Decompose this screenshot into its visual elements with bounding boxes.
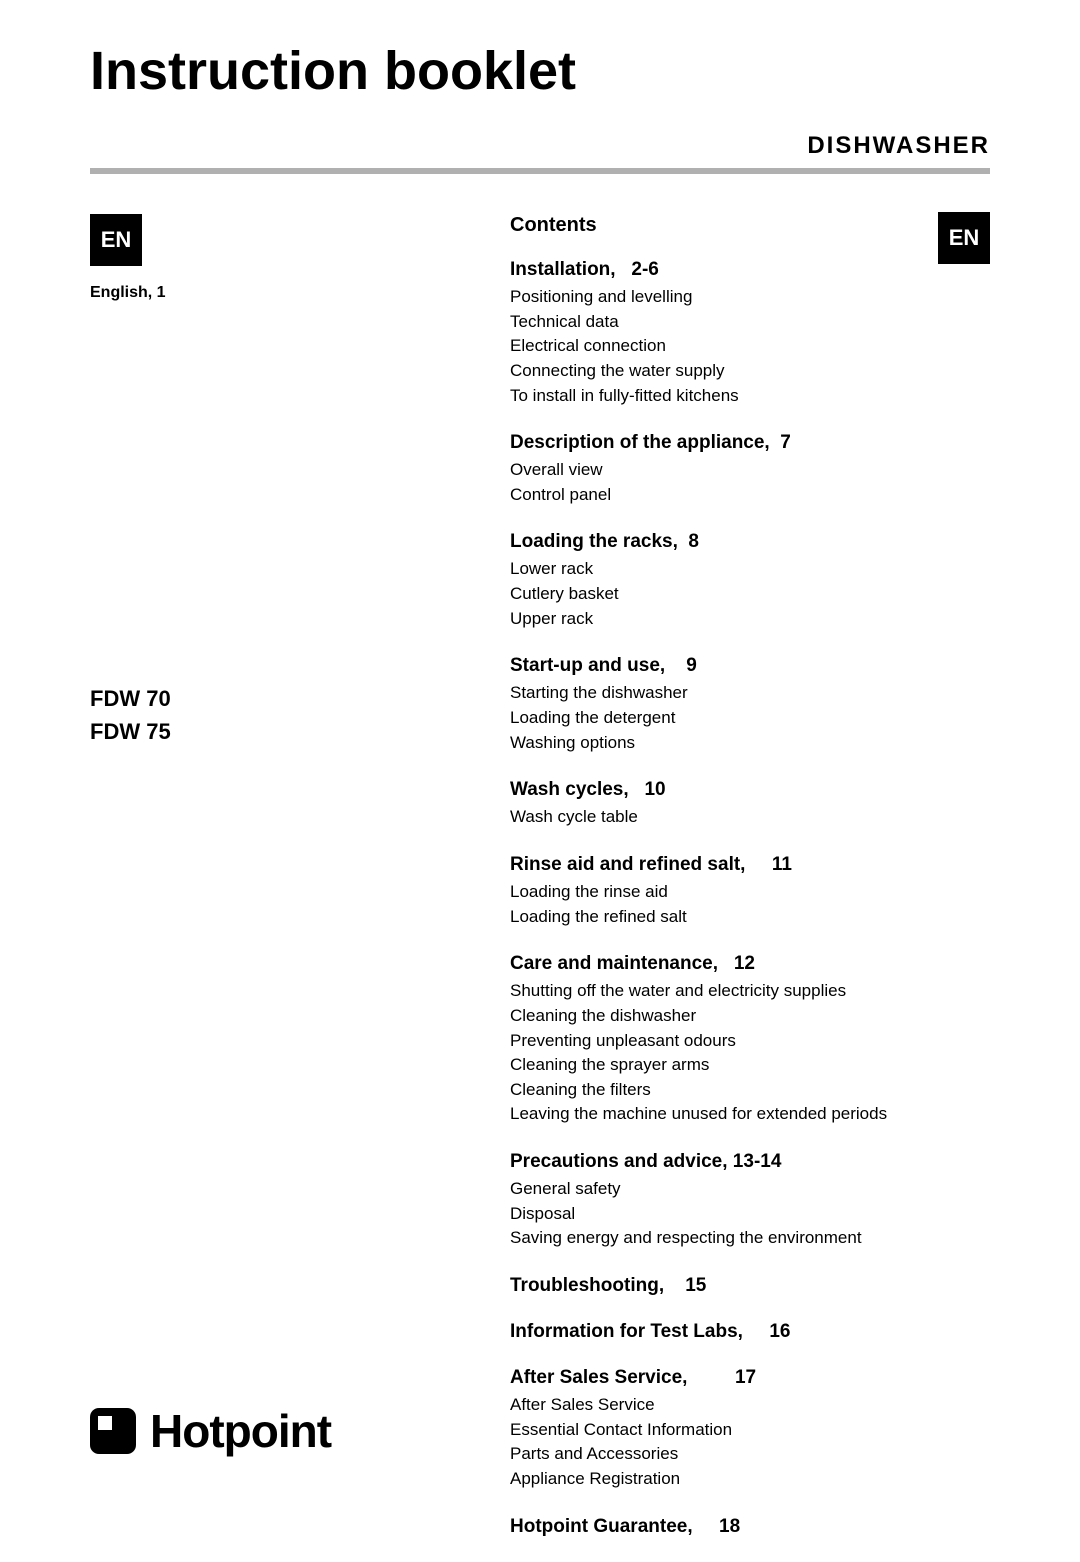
section-title: Description of the appliance, 7 [510, 432, 990, 454]
section-item: Connecting the water supply [510, 359, 990, 384]
section-item: Loading the rinse aid [510, 880, 990, 905]
language-badge-left: EN [90, 214, 142, 266]
contents-section: Precautions and advice, 13-14 General saf… [510, 1151, 990, 1251]
brand-logo: Hotpoint [90, 1404, 331, 1458]
section-item: Essential Contact Information [510, 1418, 990, 1443]
section-item: Washing options [510, 731, 990, 756]
section-item: Appliance Registration [510, 1467, 990, 1492]
sections-container: Installation, 2-6 Positioning and levelli… [510, 259, 990, 1538]
model-number: FDW 75 [90, 715, 450, 748]
hotpoint-logo-text: Hotpoint [150, 1404, 331, 1458]
section-title: Installation, 2-6 [510, 259, 990, 281]
contents-section: Description of the appliance, 7 Overall v… [510, 432, 990, 507]
section-item: Disposal [510, 1202, 990, 1227]
section-item: Electrical connection [510, 334, 990, 359]
section-item: Technical data [510, 310, 990, 335]
section-item: Upper rack [510, 607, 990, 632]
contents-section: Start-up and use, 9 Starting the dishwash… [510, 655, 990, 755]
section-item: Wash cycle table [510, 805, 990, 830]
contents-section: Installation, 2-6 Positioning and levelli… [510, 259, 990, 408]
section-item: Cleaning the filters [510, 1078, 990, 1103]
contents-section: Information for Test Labs, 16 [510, 1321, 990, 1343]
section-title: Information for Test Labs, 16 [510, 1321, 990, 1343]
section-item: Starting the dishwasher [510, 681, 990, 706]
left-column: EN English, 1 FDW 70 FDW 75 [90, 214, 450, 1562]
model-list: FDW 70 FDW 75 [90, 682, 450, 748]
section-item: Overall view [510, 458, 990, 483]
contents-section: After Sales Service, 17 After Sales Servi… [510, 1367, 990, 1492]
divider-line [90, 168, 990, 174]
section-title: Troubleshooting, 15 [510, 1275, 990, 1297]
section-item: General safety [510, 1177, 990, 1202]
section-title: Start-up and use, 9 [510, 655, 990, 677]
section-title: Precautions and advice, 13-14 [510, 1151, 990, 1173]
section-item: Saving energy and respecting the environ… [510, 1226, 990, 1251]
subtitle-row: DISHWASHER [90, 132, 990, 160]
contents-section: Loading the racks, 8 Lower rackCutlery ba… [510, 531, 990, 631]
section-item: Cleaning the dishwasher [510, 1004, 990, 1029]
hotpoint-logo-icon [90, 1408, 136, 1454]
contents-section: Rinse aid and refined salt, 11 Loading th… [510, 854, 990, 929]
section-item: To install in fully-fitted kitchens [510, 384, 990, 409]
section-title: Care and maintenance, 12 [510, 953, 990, 975]
section-item: Loading the refined salt [510, 905, 990, 930]
section-item: Control panel [510, 483, 990, 508]
section-title: Rinse aid and refined salt, 11 [510, 854, 990, 876]
section-item: After Sales Service [510, 1393, 990, 1418]
contents-section: Troubleshooting, 15 [510, 1275, 990, 1297]
language-badge-right: EN [938, 212, 990, 264]
section-item: Cutlery basket [510, 582, 990, 607]
section-title: Hotpoint Guarantee, 18 [510, 1516, 990, 1538]
section-title: Wash cycles, 10 [510, 779, 990, 801]
section-item: Loading the detergent [510, 706, 990, 731]
contents-section: Care and maintenance, 12 Shutting off the… [510, 953, 990, 1127]
model-number: FDW 70 [90, 682, 450, 715]
section-item: Shutting off the water and electricity s… [510, 979, 990, 1004]
section-title: Loading the racks, 8 [510, 531, 990, 553]
contents-column: Contents Installation, 2-6 Positioning an… [510, 214, 990, 1562]
contents-heading: Contents [510, 214, 990, 237]
section-item: Preventing unpleasant odours [510, 1029, 990, 1054]
section-item: Leaving the machine unused for extended … [510, 1102, 990, 1127]
section-item: Cleaning the sprayer arms [510, 1053, 990, 1078]
section-item: Positioning and levelling [510, 285, 990, 310]
section-item: Lower rack [510, 557, 990, 582]
section-item: Parts and Accessories [510, 1442, 990, 1467]
language-label: English, 1 [90, 284, 450, 302]
section-title: After Sales Service, 17 [510, 1367, 990, 1389]
page-title: Instruction booklet [90, 40, 990, 102]
product-type: DISHWASHER [807, 132, 990, 159]
content-area: EN English, 1 FDW 70 FDW 75 Contents Ins… [90, 214, 990, 1562]
contents-section: Wash cycles, 10 Wash cycle table [510, 779, 990, 830]
contents-section: Hotpoint Guarantee, 18 [510, 1516, 990, 1538]
